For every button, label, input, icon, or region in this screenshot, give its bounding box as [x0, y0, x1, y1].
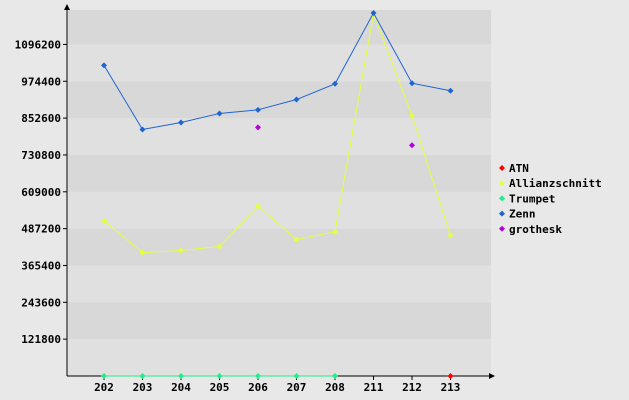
grid-band [68, 339, 491, 376]
x-tick-label: 203 [133, 381, 153, 394]
series-line [103, 11, 451, 254]
legend-marker [499, 180, 505, 187]
data-point [255, 203, 261, 210]
grid-band [68, 302, 491, 340]
y-tick-label: 243600 [21, 296, 61, 309]
y-axis-arrow [64, 4, 70, 10]
y-tick-label: 852600 [21, 112, 61, 125]
grid-band [68, 10, 491, 45]
x-axis-arrow [489, 373, 495, 379]
grid-bands [68, 10, 491, 376]
legend-item: Allianzschnitt [499, 177, 602, 190]
data-point [178, 373, 184, 379]
grid-band [68, 191, 491, 229]
x-tick-label: 207 [287, 381, 307, 394]
y-tick-label: 974400 [21, 75, 61, 88]
legend-item: grothesk [499, 223, 562, 236]
data-point [447, 373, 454, 379]
x-tick-label: 212 [402, 381, 422, 394]
y-tick-label: 609000 [21, 186, 61, 199]
data-point [216, 243, 223, 250]
x-tick-label: 213 [441, 381, 461, 394]
data-point [293, 373, 300, 379]
data-point [139, 373, 146, 379]
legend-marker [499, 165, 505, 171]
series-atn [447, 373, 454, 379]
grid-band [68, 228, 491, 266]
data-point [255, 124, 261, 131]
grid-band [68, 265, 491, 303]
legend-label: Zenn [509, 208, 536, 221]
series-zenn [101, 10, 454, 133]
data-point [293, 96, 300, 103]
data-point [332, 373, 338, 379]
data-point [332, 80, 338, 87]
data-point [447, 232, 454, 239]
y-tick-label: 487200 [21, 223, 61, 236]
y-ticks: 121800 243600 365400 487200 609000 730800 8526… [15, 38, 67, 346]
legend-label: Trumpet [509, 192, 555, 205]
data-point [216, 373, 223, 379]
grid-band [68, 44, 491, 82]
y-tick-label: 1096200 [15, 38, 61, 51]
x-tick-label: 202 [94, 381, 114, 394]
legend: ATN Allianzschnitt Trumpet Zenn grothesk [499, 162, 602, 236]
data-point [370, 10, 377, 17]
y-tick-label: 121800 [21, 333, 61, 346]
series-layer [101, 10, 454, 379]
legend-marker [499, 210, 505, 217]
legend-item: Trumpet [499, 192, 555, 205]
legend-marker [499, 195, 505, 202]
grid-band [68, 118, 491, 155]
data-point [178, 247, 184, 254]
x-tick-label: 208 [325, 381, 345, 394]
series-trumpet [101, 373, 338, 379]
data-point [255, 106, 261, 113]
legend-item: Zenn [499, 208, 536, 221]
grid-band [68, 81, 491, 119]
grid-band [68, 154, 491, 192]
data-point [255, 373, 261, 379]
data-point [293, 236, 300, 243]
data-point [409, 112, 415, 119]
x-tick-label: 205 [210, 381, 230, 394]
data-point [101, 62, 107, 69]
data-point [332, 228, 338, 235]
legend-item: ATN [499, 162, 529, 175]
data-point [409, 142, 415, 149]
y-tick-label: 365400 [21, 259, 61, 272]
data-point [178, 119, 184, 126]
data-point [139, 126, 146, 133]
series-grothesk [255, 124, 415, 149]
legend-label: ATN [509, 162, 529, 175]
data-point [101, 373, 107, 379]
legend-label: grothesk [509, 223, 562, 236]
legend-marker [499, 225, 505, 232]
data-point [139, 249, 146, 256]
series-line [103, 11, 451, 131]
data-point [101, 217, 107, 224]
data-point [409, 80, 415, 87]
y-tick-label: 730800 [21, 149, 61, 162]
x-tick-label: 211 [364, 381, 384, 394]
x-tick-label: 206 [248, 381, 268, 394]
x-ticks: 202 203 204 205 206 207 208 211 212 213 [94, 376, 460, 394]
legend-label: Allianzschnitt [509, 177, 602, 190]
data-point [216, 110, 223, 117]
x-tick-label: 204 [171, 381, 191, 394]
data-point [447, 87, 454, 94]
